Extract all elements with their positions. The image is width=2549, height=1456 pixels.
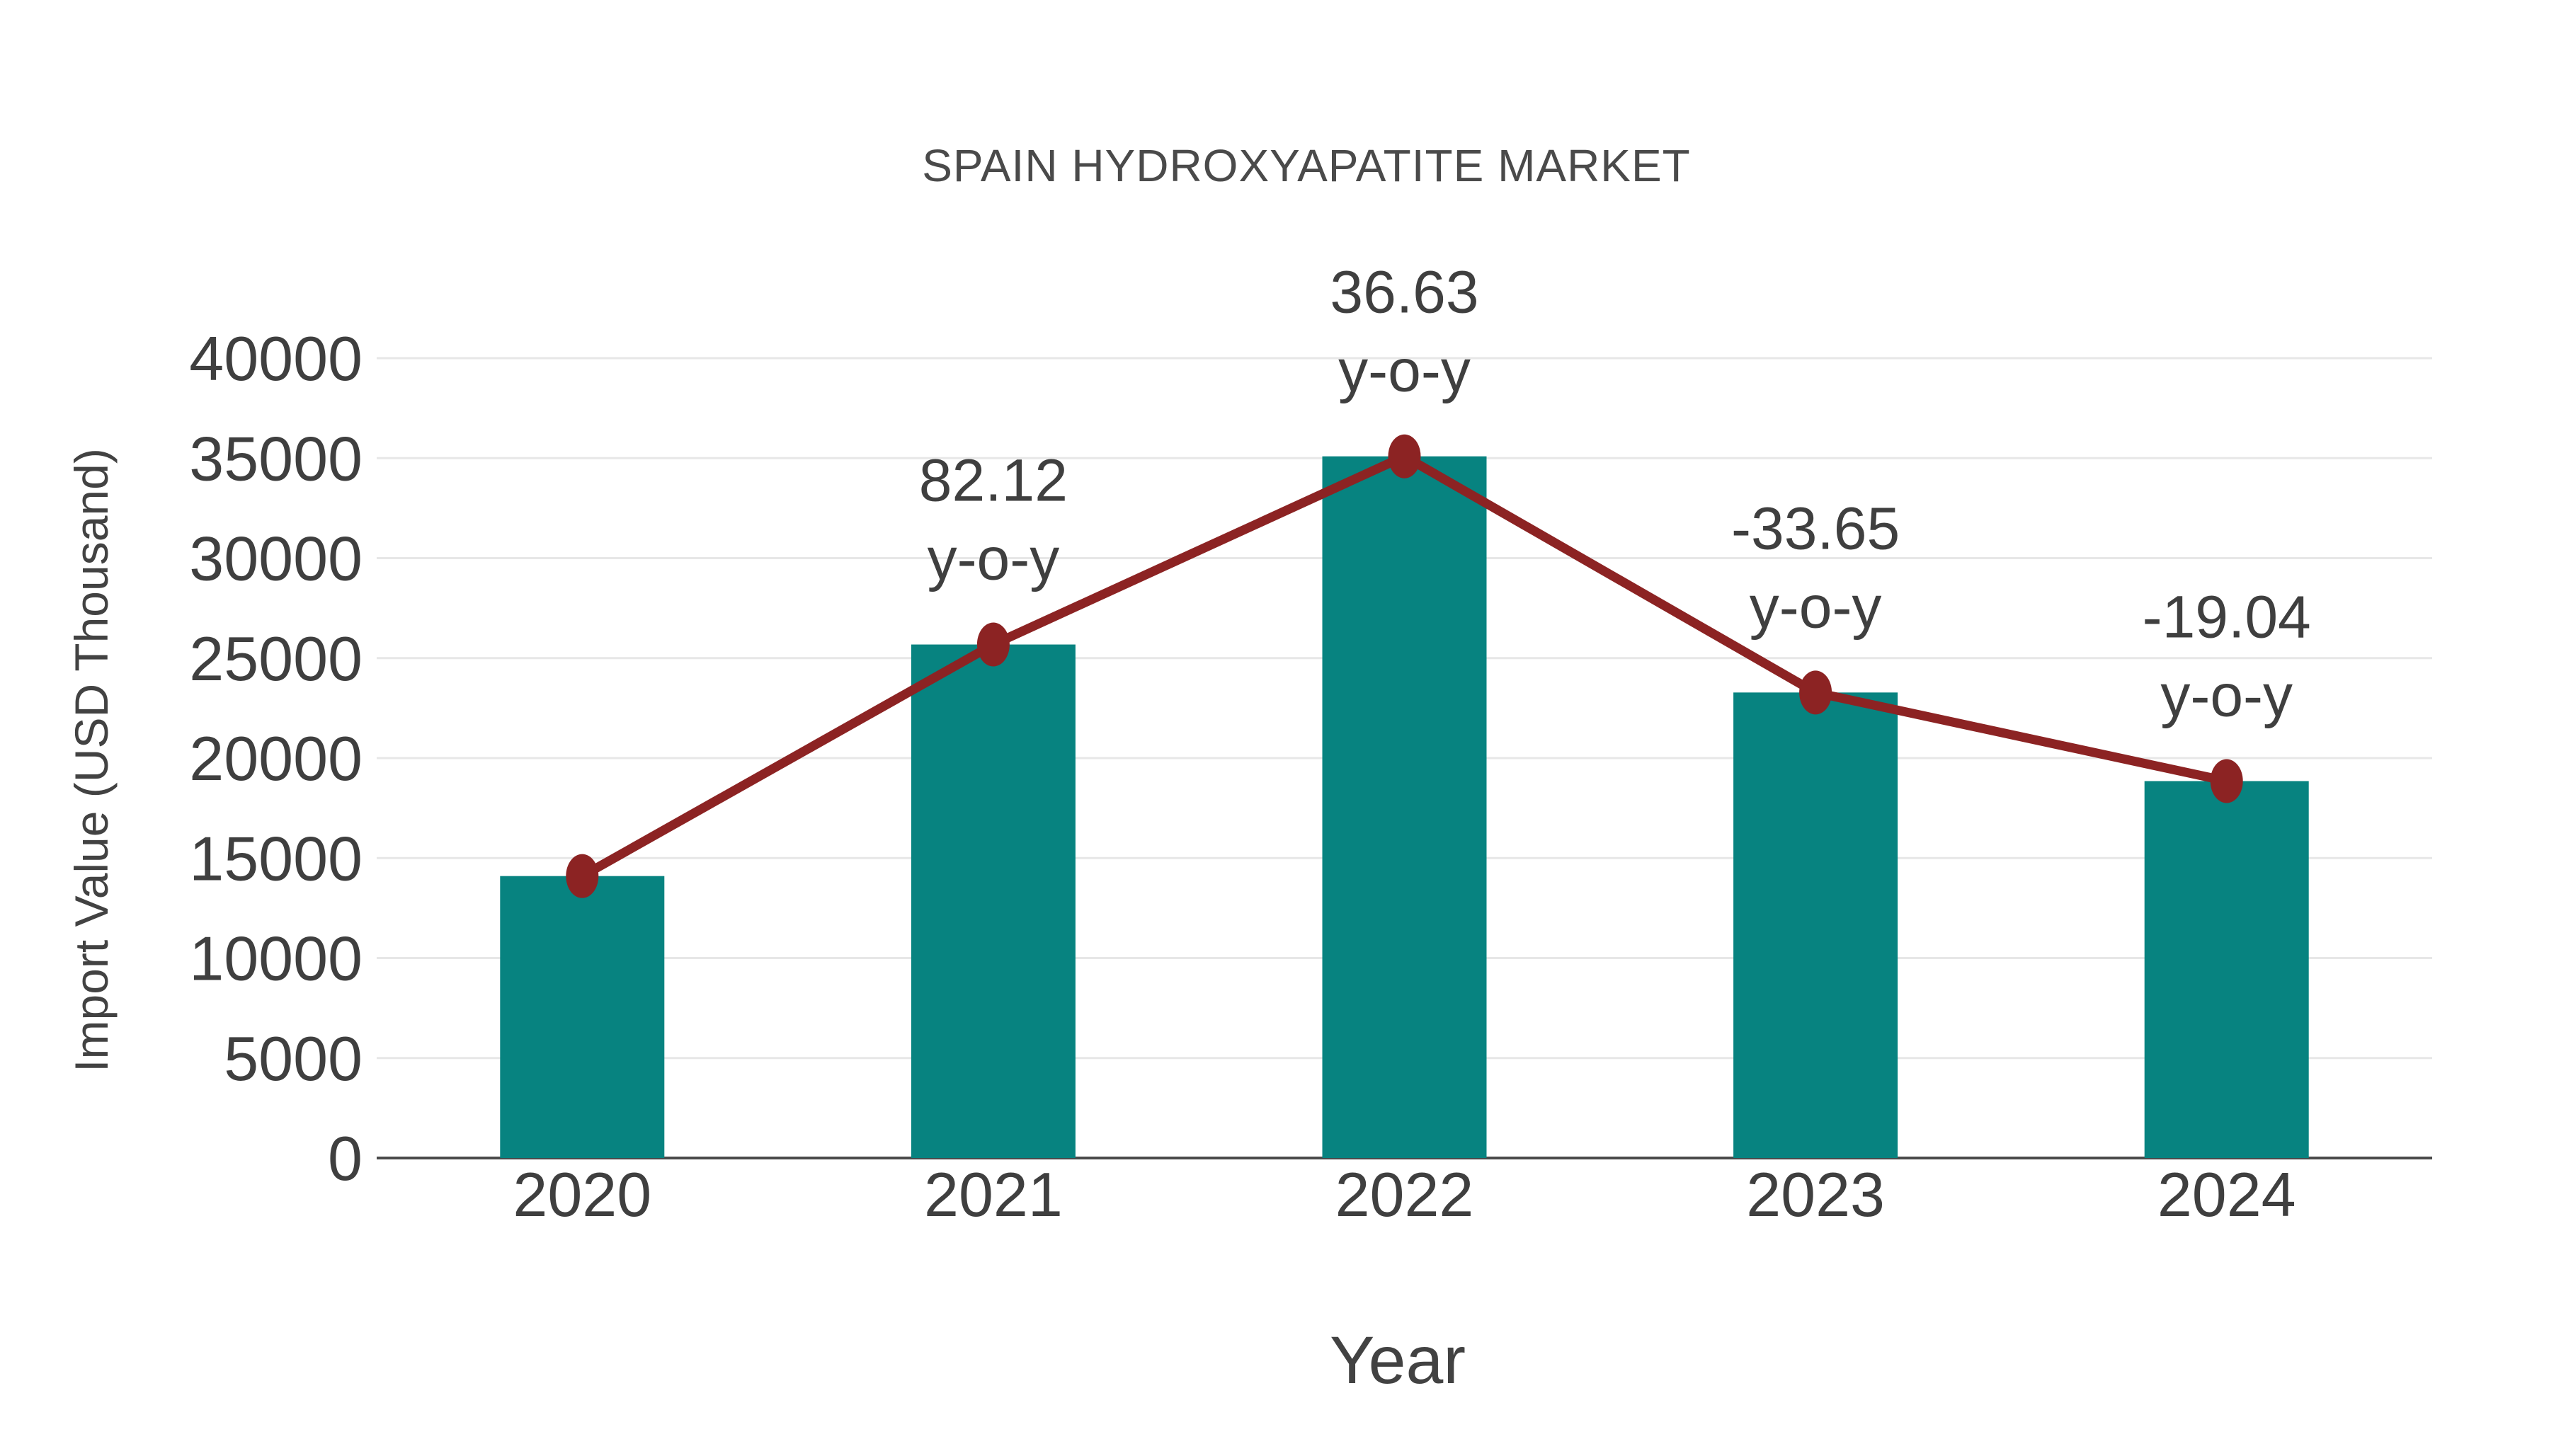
marker-2024	[2210, 759, 2243, 803]
annotation-2021-value: 82.12	[919, 447, 1068, 514]
marker-2021	[976, 622, 1010, 667]
bar-2020	[500, 876, 665, 1158]
x-tick-label: 2023	[1746, 1159, 1885, 1229]
data-point-markers	[566, 434, 2243, 898]
chart-title: SPAIN HYDROXYAPATITE MARKET	[922, 140, 1691, 191]
y-tick-label: 35000	[189, 423, 363, 493]
annotation-2021-suffix: y-o-y	[928, 526, 1060, 592]
marker-2020	[566, 854, 599, 898]
annotation-2024-value: -19.04	[2143, 583, 2311, 650]
bar-line-chart-figure: 0 5000 10000 15000 20000 25000 30000 35000 40000…	[28, 11, 2549, 1445]
yoy-annotations: 82.12 y-o-y 36.63 y-o-y -33.65 y-o-y -19.04 y-o…	[919, 259, 2311, 729]
bar-2023	[1733, 692, 1898, 1158]
y-tick-label: 0	[328, 1123, 363, 1193]
y-axis-tick-labels: 0 5000 10000 15000 20000 25000 30000 35000 40000	[189, 323, 363, 1193]
y-tick-label: 10000	[189, 924, 363, 994]
y-tick-label: 5000	[224, 1024, 363, 1094]
bar-series	[500, 456, 2309, 1158]
y-tick-label: 40000	[189, 323, 363, 394]
y-axis-title: Import Value (USD Thousand)	[65, 448, 118, 1072]
annotation-2023-value: -33.65	[1731, 495, 1900, 561]
x-axis-tick-labels: 2020 2021 2022 2023 2024	[513, 1159, 2296, 1229]
marker-2023	[1799, 670, 1832, 715]
annotation-2024-suffix: y-o-y	[2160, 662, 2293, 728]
annotation-2023-suffix: y-o-y	[1750, 573, 1882, 640]
x-tick-label: 2021	[924, 1159, 1063, 1229]
x-tick-label: 2024	[2157, 1159, 2296, 1229]
y-tick-label: 25000	[189, 624, 363, 694]
annotation-2022-suffix: y-o-y	[1338, 338, 1471, 404]
y-tick-label: 15000	[189, 823, 363, 893]
annotation-2022-value: 36.63	[1330, 259, 1478, 326]
y-tick-label: 30000	[189, 524, 363, 594]
bar-2022	[1322, 456, 1487, 1158]
bar-2021	[911, 644, 1076, 1158]
marker-2022	[1388, 434, 1421, 478]
x-tick-label: 2022	[1335, 1159, 1474, 1229]
x-tick-label: 2020	[513, 1159, 651, 1229]
x-axis-title: Year	[1330, 1323, 1466, 1398]
y-tick-label: 20000	[189, 723, 363, 793]
chart-canvas: 0 5000 10000 15000 20000 25000 30000 35000 40000…	[28, 11, 2549, 1445]
bar-2024	[2144, 781, 2309, 1158]
